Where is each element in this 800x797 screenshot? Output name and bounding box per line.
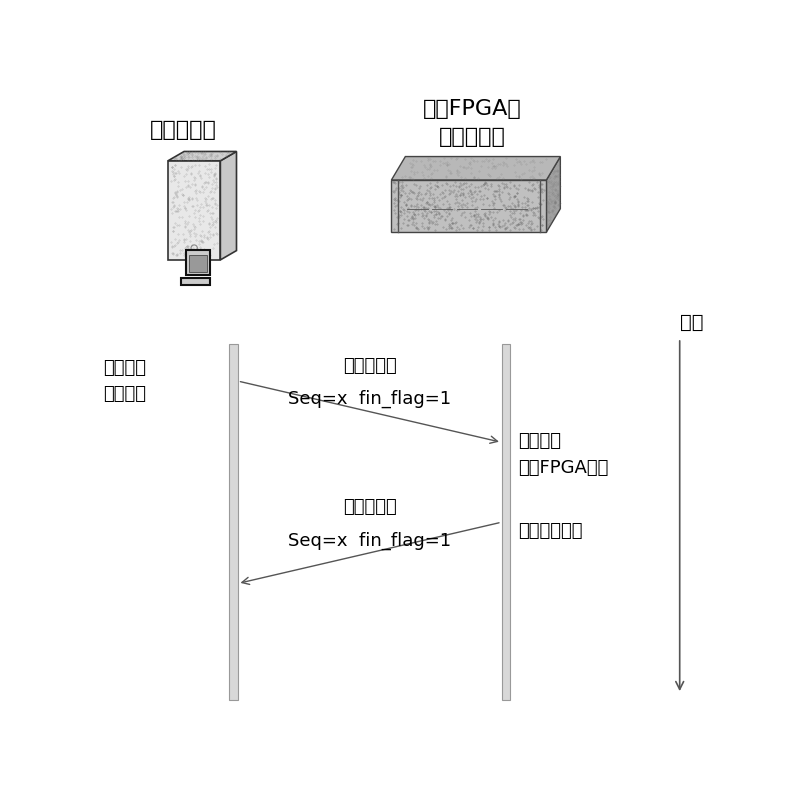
Text: 时间: 时间 [680, 313, 703, 332]
Text: Seq=x  fin_flag=1: Seq=x fin_flag=1 [288, 391, 451, 409]
Polygon shape [546, 156, 560, 232]
Text: Seq=x  fin_flag=1: Seq=x fin_flag=1 [288, 532, 451, 550]
Text: 发送释放
连接请求: 发送释放 连接请求 [103, 359, 146, 403]
Text: 基于FPGA的
弱智能设备: 基于FPGA的 弱智能设备 [422, 99, 522, 147]
FancyBboxPatch shape [181, 278, 210, 285]
FancyBboxPatch shape [186, 250, 210, 275]
Text: 接收请求
重置FPGA状态: 接收请求 重置FPGA状态 [518, 433, 609, 477]
FancyBboxPatch shape [189, 255, 207, 273]
Bar [229, 344, 238, 700]
Text: 外部控制器: 外部控制器 [150, 120, 217, 140]
Polygon shape [220, 151, 237, 260]
Bar [502, 344, 510, 700]
Text: 发送释放确认: 发送释放确认 [518, 522, 583, 540]
Polygon shape [391, 156, 560, 180]
FancyBboxPatch shape [391, 180, 546, 232]
Text: 第一次握手: 第一次握手 [343, 357, 397, 375]
Text: 第二次握手: 第二次握手 [343, 498, 397, 516]
FancyBboxPatch shape [168, 161, 220, 260]
Polygon shape [168, 151, 237, 161]
